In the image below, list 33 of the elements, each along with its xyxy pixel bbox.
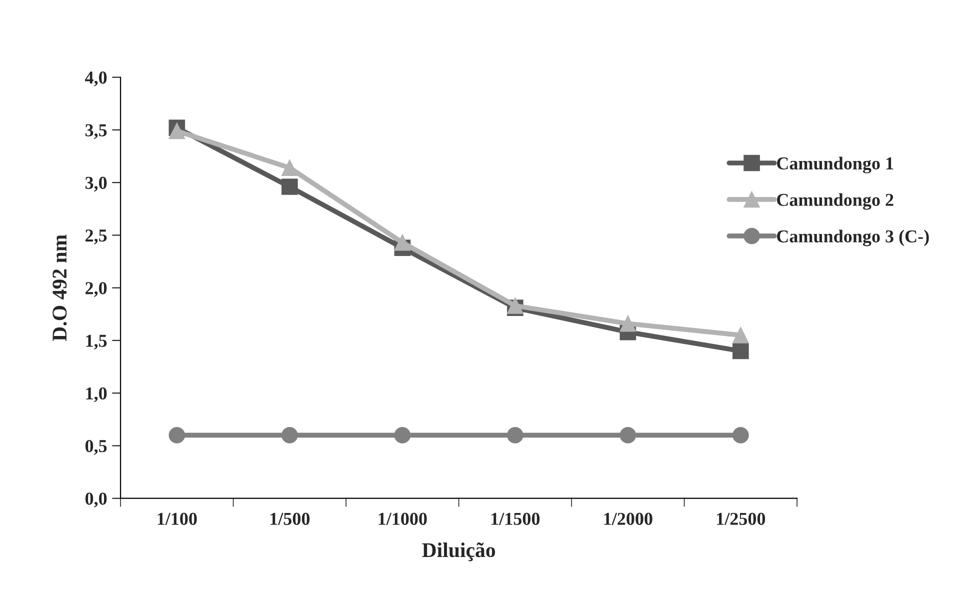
y-tick-label: 1,0 (86, 387, 107, 402)
point (281, 427, 298, 444)
point (620, 427, 636, 444)
point (620, 315, 636, 332)
x-tick-label: 1/100 (158, 512, 197, 525)
x-tick-label: 1/1500 (492, 512, 540, 525)
y-axis-title: D.O 492 nm (52, 234, 67, 341)
y-tick-label: 3,0 (85, 176, 107, 192)
point (507, 427, 524, 444)
y-tick-label: 1,5 (86, 334, 107, 350)
x-axis-title: Diluição (422, 542, 496, 562)
y-tick-label: 0,0 (85, 492, 107, 508)
point (394, 234, 411, 251)
point (394, 427, 411, 444)
x-tick-label: 1/2000 (604, 512, 652, 525)
x-tick-label: 1/1000 (378, 512, 427, 525)
y-tick-label: 3,5 (85, 124, 107, 139)
legend-label: Camundongo 3 (C-) (777, 230, 929, 246)
point (732, 327, 749, 344)
point (732, 342, 749, 360)
y-tick-label: 2,5 (86, 229, 107, 244)
y-tick-label: 0,5 (85, 440, 107, 455)
legend-label: Camundongo 2 (777, 193, 894, 210)
point (168, 427, 186, 444)
point (732, 427, 749, 444)
x-tick-label: 1/2500 (717, 512, 766, 525)
point (168, 122, 186, 140)
x-tick-label: 1/500 (270, 512, 310, 525)
point (281, 178, 298, 195)
legend-label: Camundongo 1 (777, 156, 894, 174)
point (281, 160, 298, 176)
y-tick-label: 4,0 (85, 72, 107, 86)
y-tick-label: 2,0 (86, 282, 107, 297)
